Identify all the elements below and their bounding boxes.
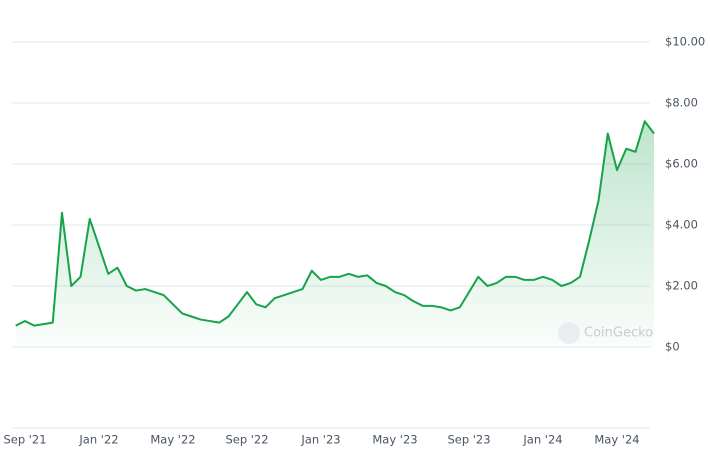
x-tick-label: May '22	[150, 433, 195, 447]
y-tick-label: $6.00	[665, 157, 698, 171]
y-tick-label: $8.00	[665, 96, 698, 110]
watermark: CoinGecko	[584, 326, 653, 341]
y-tick-label: $10.00	[665, 35, 705, 49]
y-tick-label: $0	[665, 340, 680, 354]
y-tick-label: $2.00	[665, 279, 698, 293]
x-tick-label: Jan '22	[78, 433, 118, 447]
x-tick-label: Sep '21	[3, 433, 46, 447]
y-tick-label: $4.00	[665, 218, 698, 232]
x-tick-label: Sep '22	[225, 433, 268, 447]
x-tick-label: May '23	[372, 433, 417, 447]
x-tick-label: Jan '24	[522, 433, 562, 447]
watermark-logo	[558, 322, 580, 344]
x-tick-label: May '24	[594, 433, 639, 447]
price-line	[15, 120, 655, 327]
x-tick-label: Jan '23	[300, 433, 340, 447]
x-tick-label: Sep '23	[447, 433, 490, 447]
area-fill	[15, 121, 654, 347]
